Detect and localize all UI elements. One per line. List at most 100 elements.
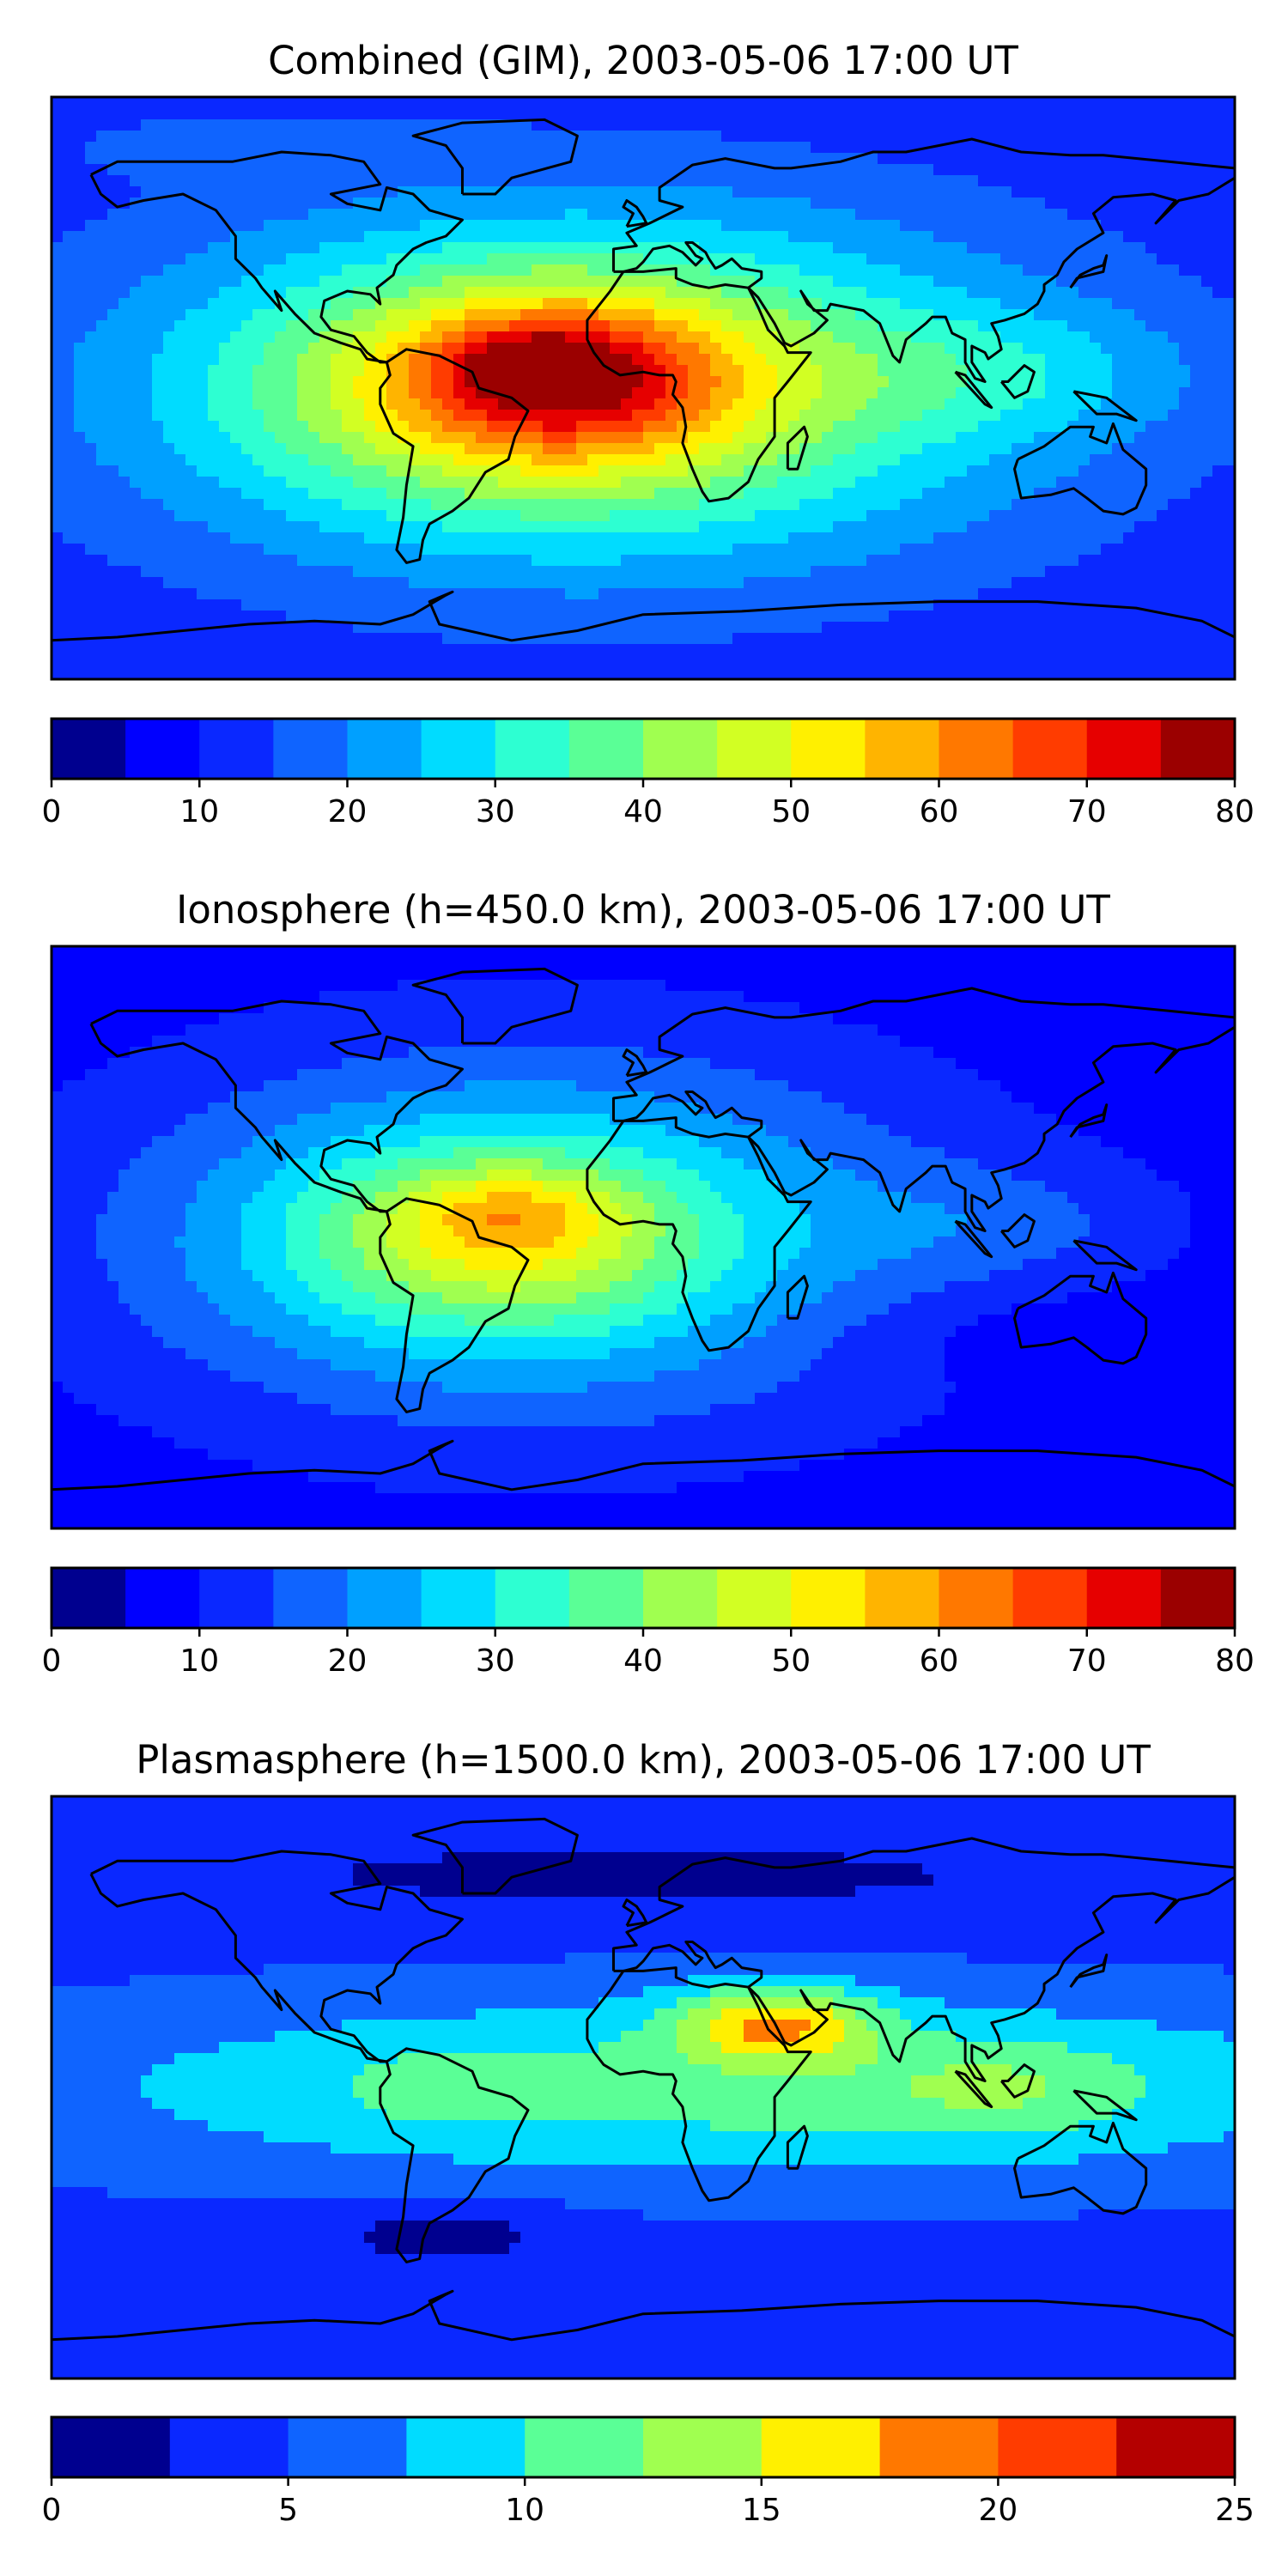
contour-cell (264, 443, 276, 455)
contour-cell (453, 253, 465, 265)
contour-cell (755, 376, 767, 388)
contour-cell (933, 577, 945, 589)
contour-cell (241, 499, 253, 511)
contour-cell (420, 164, 432, 176)
contour-cell (1034, 153, 1046, 165)
contour-cell (610, 298, 622, 310)
contour-cell (85, 599, 97, 611)
contour-cell (677, 577, 689, 589)
contour-cell (1023, 175, 1035, 187)
contour-cell (1112, 354, 1124, 366)
contour-cell (732, 477, 744, 489)
contour-cell (900, 532, 912, 544)
contour-cell (1078, 231, 1091, 243)
contour-cell (610, 376, 622, 388)
contour-cell (442, 186, 454, 198)
contour-cell (208, 108, 220, 120)
contour-cell (688, 309, 700, 321)
contour-cell (487, 242, 499, 254)
contour-cell (621, 309, 633, 321)
contour-cell (1224, 454, 1235, 466)
contour-cell (744, 454, 756, 466)
contour-cell (677, 209, 689, 221)
contour-cell (152, 376, 164, 388)
contour-cell (308, 220, 320, 232)
contour-cell (1190, 443, 1202, 455)
contour-cell (900, 477, 912, 489)
contour-cell (52, 331, 64, 343)
contour-cell (230, 488, 242, 500)
contour-cell (956, 555, 968, 567)
contour-cell (1179, 108, 1191, 120)
contour-cell (665, 555, 677, 567)
contour-cell (1056, 387, 1068, 399)
contour-cell (833, 465, 845, 477)
contour-cell (766, 588, 778, 600)
contour-cell (197, 477, 209, 489)
contour-cell (1145, 276, 1157, 288)
contour-cell (1212, 220, 1224, 232)
contour-cell (699, 320, 711, 332)
contour-cell (409, 142, 421, 154)
contour-cell (554, 421, 566, 433)
contour-cell (96, 488, 108, 500)
contour-cell (52, 298, 64, 310)
contour-cell (654, 398, 666, 410)
contour-cell (565, 599, 577, 611)
contour-cell (1090, 209, 1102, 221)
contour-cell (264, 209, 276, 221)
contour-cell (1123, 532, 1135, 544)
contour-cell (632, 108, 644, 120)
contour-cell (241, 477, 253, 489)
contour-cell (1190, 354, 1202, 366)
contour-cell (1123, 398, 1135, 410)
contour-cell (732, 521, 744, 533)
contour-cell (1023, 142, 1035, 154)
contour-cell (632, 253, 644, 265)
contour-cell (264, 186, 276, 198)
contour-cell (1179, 521, 1191, 533)
contour-cell (1190, 142, 1202, 154)
contour-cell (989, 566, 1001, 578)
contour-cell (1190, 499, 1202, 511)
contour-cell (933, 131, 945, 143)
contour-cell (945, 253, 957, 265)
contour-cell (74, 354, 86, 366)
contour-cell (297, 510, 309, 522)
contour-cell (118, 231, 131, 243)
contour-cell (967, 331, 979, 343)
contour-cell (96, 465, 108, 477)
contour-cell (688, 499, 700, 511)
contour-cell (398, 488, 410, 500)
contour-cell (252, 231, 264, 243)
contour-cell (1123, 421, 1135, 433)
contour-cell (933, 175, 945, 187)
contour-cell (319, 410, 331, 422)
contour-cell (1201, 477, 1213, 489)
contour-cell (453, 387, 465, 399)
contour-cell (543, 510, 555, 522)
contour-cell (96, 309, 108, 321)
contour-cell (721, 242, 733, 254)
contour-cell (889, 465, 901, 477)
contour-cell (744, 220, 756, 232)
contour-cell (130, 231, 142, 243)
contour-cell (375, 242, 387, 254)
contour-cell (52, 577, 64, 589)
contour-cell (688, 354, 700, 366)
contour-cell (63, 287, 75, 299)
contour-cell (621, 398, 633, 410)
contour-cell (688, 376, 700, 388)
contour-cell (1056, 365, 1068, 377)
contour-cell (621, 599, 633, 611)
contour-cell (621, 443, 633, 455)
contour-cell (185, 421, 197, 433)
contour-cell (476, 209, 488, 221)
contour-cell (755, 108, 767, 120)
contour-cell (130, 343, 142, 355)
contour-cell (85, 465, 97, 477)
contour-cell (487, 343, 499, 355)
contour-cell (855, 97, 867, 109)
contour-cell (1056, 298, 1068, 310)
contour-cell (1224, 443, 1235, 455)
